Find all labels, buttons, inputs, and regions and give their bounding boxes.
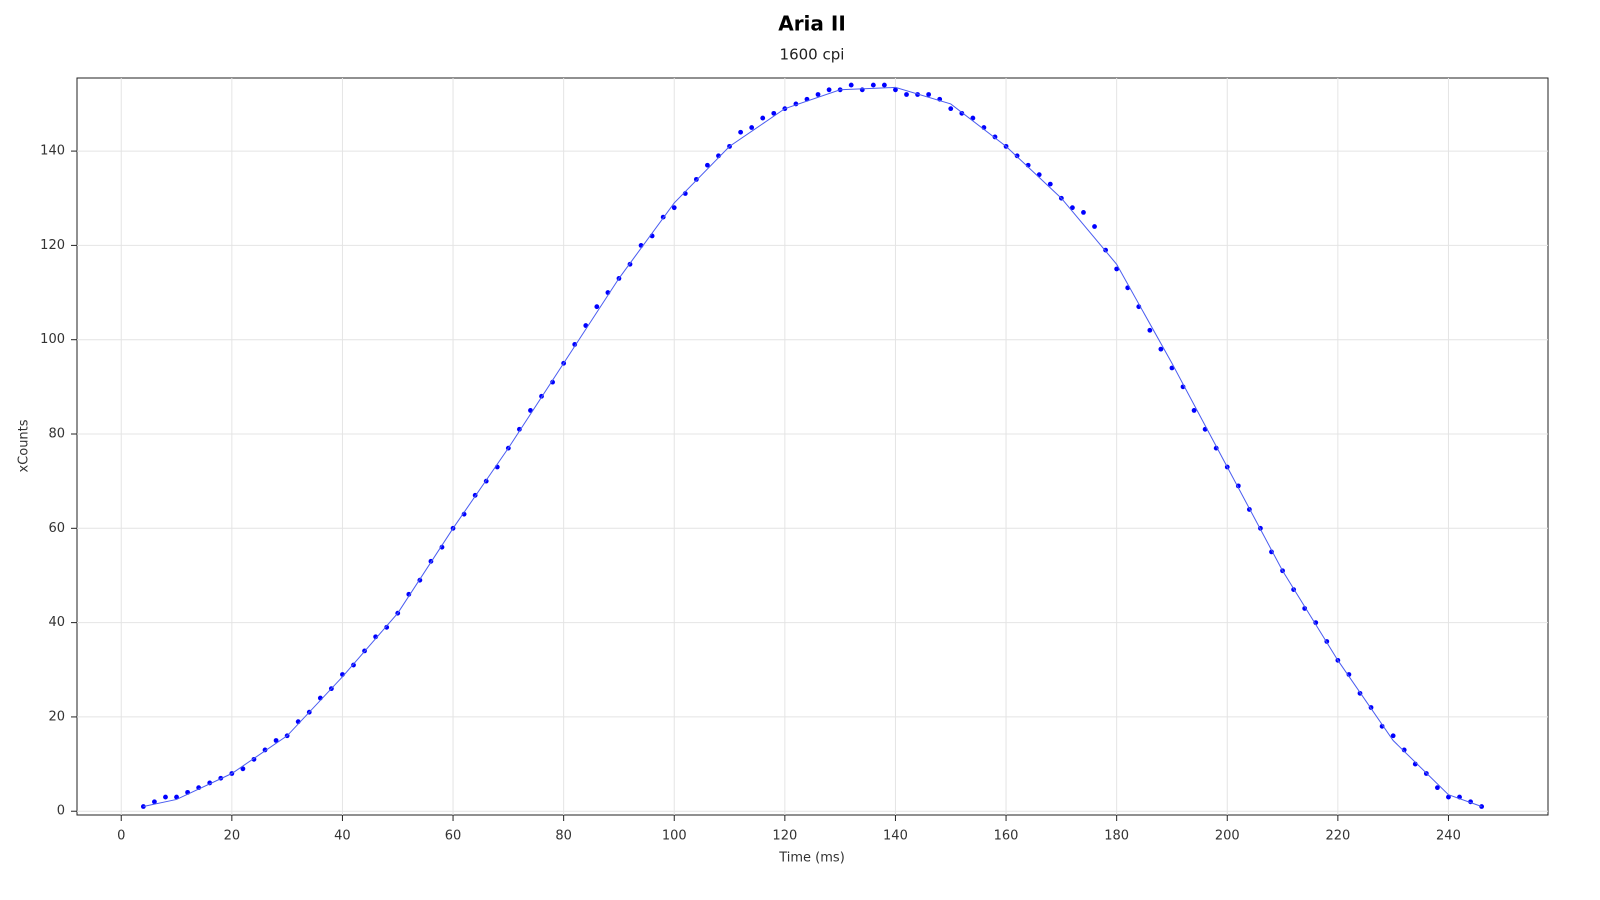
data-point	[1346, 672, 1352, 677]
chart-title: Aria II	[778, 12, 846, 36]
x-tick-label: 120	[772, 829, 797, 844]
x-axis-label: Time (ms)	[778, 851, 845, 866]
data-point	[1147, 327, 1153, 333]
data-point	[970, 115, 976, 121]
x-tick-label: 180	[1104, 829, 1129, 844]
data-point	[240, 766, 246, 772]
data-point	[826, 87, 832, 93]
data-point	[870, 82, 876, 88]
x-tick-label: 240	[1436, 829, 1461, 844]
data-point	[384, 624, 390, 630]
data-point	[948, 106, 954, 112]
x-tick-label: 60	[445, 829, 462, 844]
chart-subtitle: 1600 cpi	[780, 46, 845, 64]
data-point	[152, 799, 157, 805]
data-point	[815, 92, 821, 97]
data-point	[1169, 365, 1175, 371]
data-point	[893, 87, 898, 93]
data-point	[273, 738, 279, 743]
data-point	[572, 342, 578, 347]
data-point	[406, 591, 412, 597]
data-point	[1070, 205, 1075, 211]
data-point	[1047, 181, 1053, 187]
data-point	[926, 92, 932, 97]
x-tick-label: 200	[1215, 829, 1240, 844]
data-point	[671, 205, 677, 211]
data-point	[1446, 794, 1451, 800]
data-point	[1114, 266, 1120, 272]
data-point	[760, 115, 766, 121]
data-point	[461, 511, 467, 517]
y-tick-label: 20	[48, 709, 65, 724]
fit-line	[143, 86, 1482, 808]
data-point	[859, 87, 865, 93]
data-point	[1014, 153, 1020, 159]
data-point	[1390, 733, 1396, 739]
data-point	[705, 162, 710, 168]
data-point	[1092, 224, 1097, 229]
y-tick-label: 0	[57, 804, 65, 819]
y-tick-label: 120	[40, 238, 65, 253]
x-tick-label: 20	[224, 829, 241, 844]
data-point	[1302, 606, 1308, 611]
data-point	[749, 125, 755, 130]
data-point	[174, 794, 179, 800]
data-point	[1191, 408, 1197, 413]
x-tick-label: 140	[883, 829, 908, 844]
x-tick-label: 100	[662, 829, 687, 844]
y-tick-label: 40	[48, 615, 65, 630]
data-point	[848, 82, 854, 88]
data-point	[693, 176, 699, 182]
data-point	[1158, 346, 1164, 352]
data-point	[550, 379, 555, 385]
data-point	[1401, 747, 1407, 753]
x-tick-label: 160	[994, 829, 1019, 844]
data-point	[439, 544, 445, 550]
data-point	[594, 304, 600, 310]
x-tick-label: 80	[555, 829, 572, 844]
data-point	[1313, 620, 1319, 626]
y-tick-label: 140	[40, 144, 65, 159]
x-tick-label: 220	[1325, 829, 1350, 844]
data-point	[959, 110, 965, 116]
data-point	[738, 129, 744, 135]
data-point	[1379, 723, 1385, 729]
data-point	[904, 92, 909, 97]
data-point	[1081, 209, 1086, 215]
data-point	[881, 82, 887, 88]
y-tick-label: 100	[40, 332, 65, 347]
y-axis-label: xCounts	[17, 419, 32, 472]
data-point	[1434, 785, 1440, 791]
data-point	[517, 426, 522, 432]
data-point	[992, 134, 998, 140]
y-tick-label: 80	[48, 427, 65, 442]
data-point	[771, 110, 777, 116]
y-tick-label: 60	[48, 521, 65, 536]
plot-frame	[76, 77, 1549, 816]
x-tick-label: 0	[117, 829, 125, 844]
data-point	[163, 794, 168, 800]
x-tick-label: 40	[334, 829, 351, 844]
